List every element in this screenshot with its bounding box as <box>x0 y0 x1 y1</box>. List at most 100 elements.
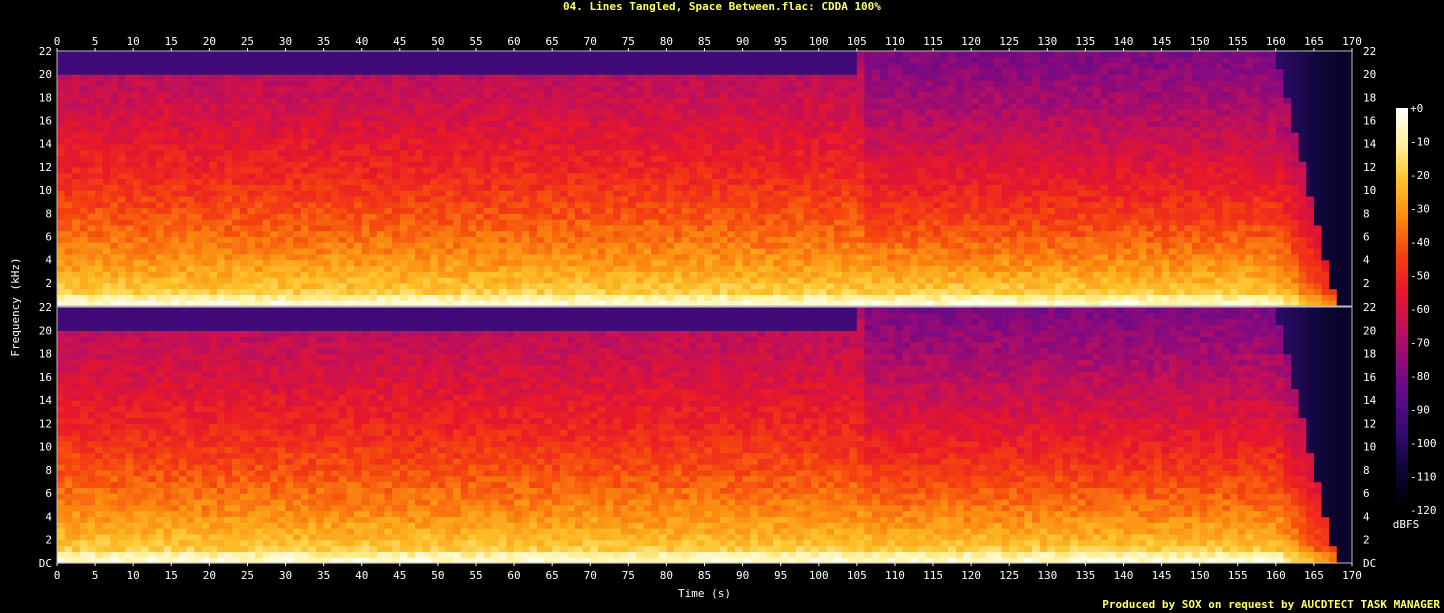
spectrogram-cell <box>818 56 827 64</box>
spectrogram-cell <box>719 103 728 110</box>
spectrogram-cell <box>369 236 378 243</box>
spectrogram-cell <box>262 271 271 278</box>
spectrogram-cell <box>491 79 500 87</box>
spectrogram-cell <box>483 103 492 110</box>
spectrogram-cell <box>171 207 180 214</box>
spectrogram-cell <box>575 85 584 93</box>
spectrogram-cell <box>194 230 203 238</box>
spectrogram-cell <box>110 85 119 93</box>
spectrogram-cell <box>544 62 553 69</box>
spectrogram-cell <box>795 114 805 122</box>
spectrogram-cell <box>338 288 348 296</box>
spectrogram-cell <box>643 201 652 209</box>
spectrogram-cell <box>521 108 530 116</box>
spectrogram-cell <box>605 265 614 272</box>
spectrogram-cell <box>552 161 561 168</box>
spectrogram-cell <box>719 68 728 75</box>
spectrogram-cell <box>529 68 538 75</box>
spectrogram-cell <box>803 120 812 127</box>
spectrogram-cell <box>95 271 104 278</box>
spectrogram-cell <box>491 108 500 116</box>
spectrogram-cell <box>323 230 332 238</box>
spectrogram-cell <box>308 230 317 238</box>
spectrogram-cell <box>285 288 294 296</box>
spectrogram-cell <box>750 282 759 290</box>
spectrogram-cell <box>689 56 698 64</box>
spectrogram-cell <box>140 126 150 133</box>
spectrogram-cell <box>293 271 302 278</box>
spectrogram-cell <box>529 294 538 301</box>
spectrogram-cell <box>316 265 325 272</box>
spectrogram-cell <box>750 85 759 93</box>
spectrogram-cell <box>864 195 873 203</box>
spectrogram-cell <box>849 190 858 197</box>
spectrogram-cell <box>79 184 89 191</box>
spectrogram-cell <box>704 201 713 209</box>
spectrogram-cell <box>338 253 348 261</box>
spectrogram-cell <box>239 195 249 203</box>
spectrogram-cell <box>734 137 744 145</box>
spectrogram-cell <box>757 184 767 191</box>
spectrogram-cell <box>849 207 858 214</box>
spectrogram-cell <box>140 51 150 58</box>
spectrogram-cell <box>133 97 142 104</box>
spectrogram-cell <box>681 132 690 139</box>
spectrogram-cell <box>178 137 188 145</box>
spectrogram-cell <box>460 195 469 203</box>
spectrogram-cell <box>102 56 111 64</box>
spectrogram-cell <box>361 190 370 197</box>
spectrogram-cell <box>483 108 492 116</box>
spectrogram-cell <box>346 178 355 185</box>
spectrogram-cell <box>765 294 774 301</box>
spectrogram-cell <box>689 213 698 220</box>
spectrogram-cell <box>742 213 751 220</box>
spectrogram-cell <box>498 97 508 104</box>
spectrogram-cell <box>689 143 698 151</box>
spectrogram-cell <box>270 126 279 133</box>
spectrogram-cell <box>224 137 233 145</box>
spectrogram-cell <box>727 207 736 214</box>
spectrogram-cell <box>818 79 827 87</box>
spectrogram-cell <box>910 265 919 272</box>
spectrogram-cell <box>354 253 363 261</box>
spectrogram-cell <box>437 62 447 69</box>
spectrogram-cell <box>559 103 568 110</box>
spectrogram-cell <box>856 248 866 255</box>
spectrogram-cell <box>834 143 843 151</box>
spectrogram-cell <box>795 253 805 261</box>
spectrogram-cell <box>910 74 919 81</box>
spectrogram-cell <box>232 294 241 301</box>
spectrogram-cell <box>643 149 652 156</box>
spectrogram-cell <box>475 213 485 220</box>
spectrogram-cell <box>712 195 721 203</box>
spectrogram-cell <box>140 85 150 93</box>
spectrogram-cell <box>491 166 500 174</box>
spectrogram-cell <box>674 56 683 64</box>
spectrogram-cell <box>133 161 142 168</box>
spectrogram-cell <box>803 207 812 214</box>
spectrogram-cell <box>407 62 416 69</box>
spectrogram-cell <box>834 282 843 290</box>
spectrogram-cell <box>430 259 439 267</box>
spectrogram-cell <box>460 219 469 226</box>
spectrogram-cell <box>422 294 431 301</box>
spectrogram-cell <box>590 236 599 243</box>
spectrogram-cell <box>133 265 142 272</box>
spectrogram-cell <box>194 236 203 243</box>
spectrogram-cell <box>780 103 789 110</box>
spectrogram-cell <box>849 265 858 272</box>
spectrogram-cell <box>506 126 515 133</box>
spectrogram-cell <box>247 178 256 185</box>
spectrogram-cell <box>323 207 332 214</box>
spectrogram-cell <box>300 74 309 81</box>
spectrogram-cell <box>262 103 271 110</box>
spectrogram-cell <box>156 166 165 174</box>
spectrogram-cell <box>727 288 736 296</box>
spectrogram-cell <box>79 224 89 232</box>
spectrogram-cell <box>727 265 736 272</box>
spectrogram-cell <box>331 178 340 185</box>
spectrogram-cell <box>834 271 843 278</box>
spectrogram-cell <box>506 201 515 209</box>
spectrogram-cell <box>795 294 805 301</box>
spectrogram-cell <box>582 190 591 197</box>
